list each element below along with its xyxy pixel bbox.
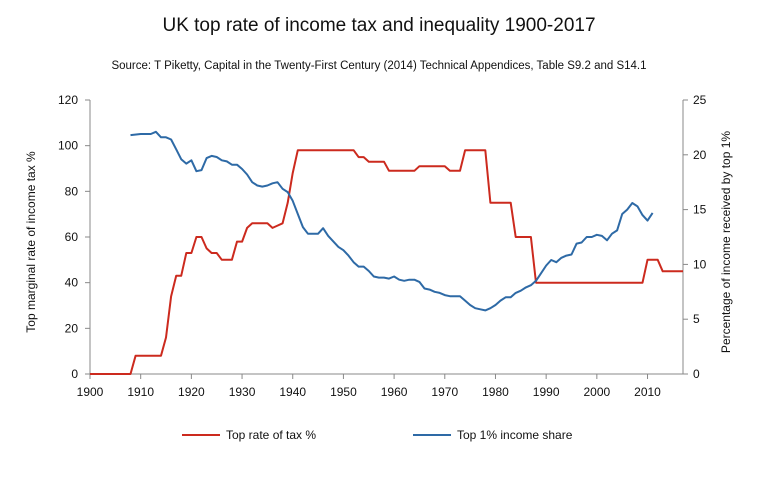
right-tick-label: 15 <box>693 203 707 217</box>
series-layer <box>90 130 683 375</box>
left-tick-label: 120 <box>58 93 78 107</box>
x-tick-label: 1900 <box>77 385 104 399</box>
x-tick-label: 1930 <box>229 385 256 399</box>
legend-label-top1: Top 1% income share <box>457 428 573 442</box>
x-tick-label: 1980 <box>482 385 509 399</box>
right-tick-label: 10 <box>693 257 707 271</box>
right-tick-label: 25 <box>693 93 707 107</box>
x-tick-label: 1940 <box>279 385 306 399</box>
right-tick-label: 0 <box>693 367 700 381</box>
x-tick-label: 2000 <box>583 385 610 399</box>
x-tick-label: 1950 <box>330 385 357 399</box>
x-tick-label: 1970 <box>431 385 458 399</box>
left-tick-label: 40 <box>65 276 79 290</box>
left-tick-label: 100 <box>58 139 78 153</box>
legend-label-tax: Top rate of tax % <box>226 428 316 442</box>
left-tick-label: 0 <box>71 367 78 381</box>
left-axis-ticks: 0 20 40 60 80 100 120 <box>58 93 90 381</box>
right-tick-label: 5 <box>693 312 700 326</box>
x-axis-ticks: 1900 1910 1920 1930 1940 1950 1960 1970 1980 1990… <box>77 374 661 399</box>
left-tick-label: 60 <box>65 230 79 244</box>
right-tick-label: 20 <box>693 148 707 162</box>
series-line-top1-income-share <box>130 130 654 312</box>
x-tick-label: 1910 <box>127 385 154 399</box>
left-axis-title: Top marginal rate of income tax % <box>24 151 38 333</box>
x-tick-label: 2010 <box>634 385 661 399</box>
chart-title: UK top rate of income tax and inequality… <box>162 15 595 36</box>
series-line-top-tax-rate <box>90 149 683 375</box>
x-tick-label: 1920 <box>178 385 205 399</box>
chart-subtitle: Source: T Piketty, Capital in the Twenty… <box>111 60 646 72</box>
left-tick-label: 80 <box>65 184 79 198</box>
right-axis-ticks: 0 5 10 15 20 25 <box>683 93 707 381</box>
left-tick-label: 20 <box>65 321 79 335</box>
legend: Top rate of tax % Top 1% income share <box>182 428 573 442</box>
x-tick-label: 1990 <box>533 385 560 399</box>
x-tick-label: 1960 <box>381 385 408 399</box>
right-axis-title: Percentage of income received by top 1% <box>719 131 733 353</box>
